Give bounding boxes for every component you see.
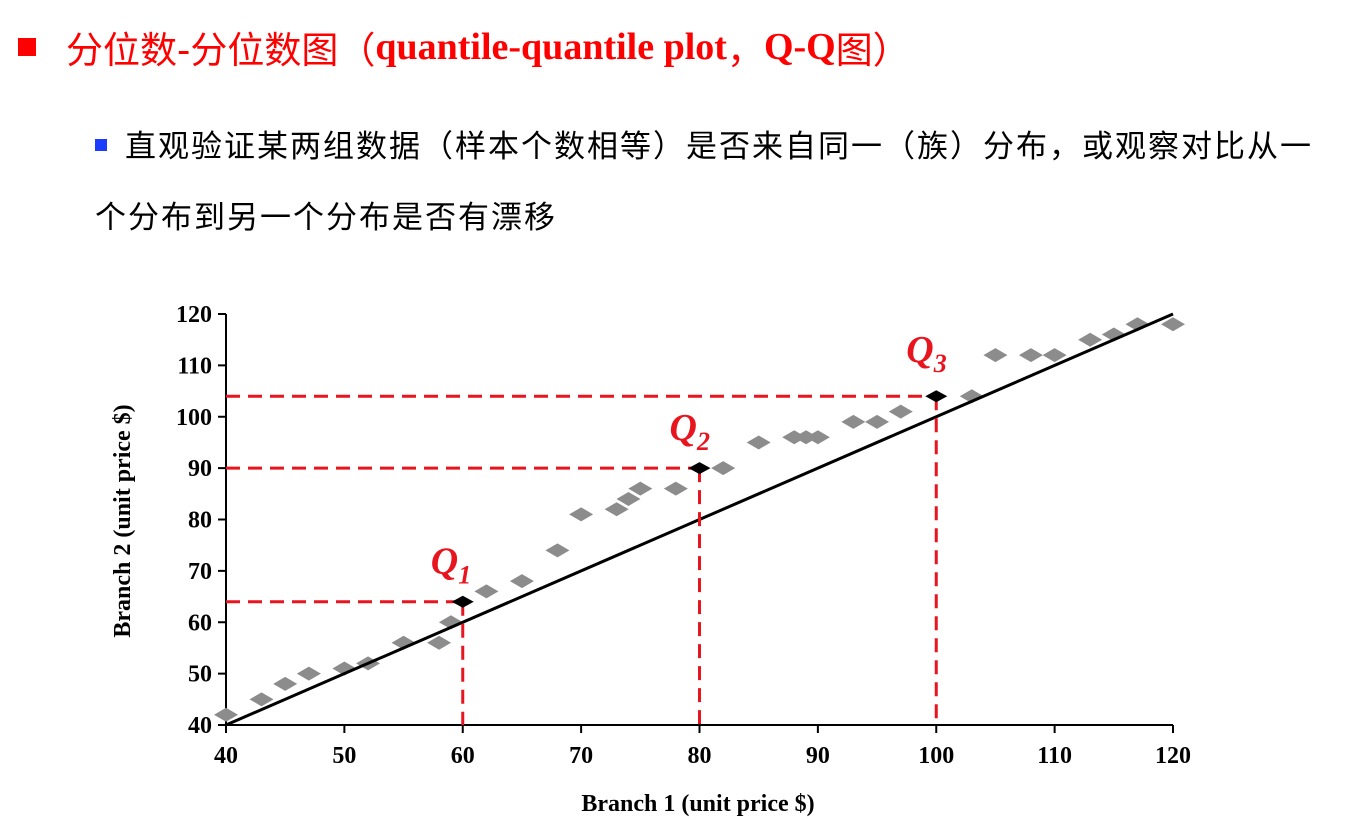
quartile-point: [688, 462, 711, 475]
description-text: 直观验证某两组数据（样本个数相等）是否来自同一（族）分布，或观察对比从一个分布到…: [95, 129, 1313, 236]
heading-cn-part: 分位数-分位数图（: [66, 29, 376, 72]
y-axis-title: Branch 2 (unit price $): [110, 404, 136, 637]
data-point: [273, 676, 298, 691]
y-tick-label: 50: [188, 662, 212, 688]
data-point: [509, 574, 534, 589]
data-point: [604, 502, 629, 517]
quartile-group: Q1 Q2 Q3: [226, 329, 948, 725]
data-point: [214, 707, 238, 722]
quartile-point: [451, 595, 474, 608]
heading-separator: ，: [726, 29, 764, 72]
data-point: [616, 491, 641, 506]
data-point: [841, 414, 866, 429]
heading-qq: Q-Q: [763, 26, 836, 68]
data-point: [1018, 348, 1043, 363]
x-tick-label: 70: [569, 743, 593, 769]
y-tick-label: 90: [188, 456, 212, 482]
data-point: [545, 543, 570, 558]
y-tick-label: 100: [176, 405, 212, 431]
chart-axes: 40 50 60 70 80 90 100 110 120 40 50 60 70 80 90 100 110 1…: [176, 302, 1191, 769]
quartile-label: Q3: [906, 329, 946, 378]
blue-square-bullet-icon: [95, 139, 107, 151]
y-tick-label: 40: [188, 713, 212, 739]
data-point: [1078, 332, 1103, 347]
data-point: [983, 348, 1008, 363]
y-tick-label: 80: [188, 508, 212, 534]
red-square-bullet-icon: [18, 38, 36, 56]
quartile-label: Q2: [670, 407, 710, 456]
y-tick-label: 70: [188, 559, 212, 585]
data-point: [805, 430, 830, 445]
x-tick-label: 100: [918, 743, 954, 769]
data-point: [888, 404, 913, 419]
data-point: [1042, 348, 1067, 363]
x-tick-label: 110: [1037, 743, 1072, 769]
y-tick-label: 120: [176, 302, 212, 328]
data-point: [711, 461, 736, 476]
x-tick-label: 120: [1155, 743, 1191, 769]
x-tick-label: 40: [214, 743, 238, 769]
x-axis-title: Branch 1 (unit price $): [581, 791, 814, 817]
data-point: [865, 414, 890, 429]
y-tick-label: 110: [177, 353, 212, 379]
slide-heading: 分位数-分位数图（ quantile-quantile plot ， Q-Q 图…: [18, 12, 910, 82]
x-tick-label: 90: [806, 743, 830, 769]
x-tick-label: 80: [688, 743, 712, 769]
x-tick-label: 50: [332, 743, 356, 769]
data-point: [663, 481, 688, 496]
data-point: [474, 584, 499, 599]
data-point: [296, 666, 321, 681]
y-tick-label: 60: [188, 610, 212, 636]
data-point: [427, 635, 452, 650]
data-point: [249, 692, 274, 707]
data-point: [569, 507, 594, 522]
quartile-point: [925, 390, 948, 403]
data-point: [746, 435, 771, 450]
heading-en-part: quantile-quantile plot: [375, 26, 727, 68]
heading-tail: 图）: [835, 29, 910, 72]
data-point: [1161, 317, 1185, 332]
description-paragraph: 直观验证某两组数据（样本个数相等）是否来自同一（族）分布，或观察对比从一个分布到…: [95, 112, 1335, 254]
x-tick-label: 60: [451, 743, 475, 769]
data-point: [628, 481, 653, 496]
quartile-label: Q1: [431, 541, 471, 590]
